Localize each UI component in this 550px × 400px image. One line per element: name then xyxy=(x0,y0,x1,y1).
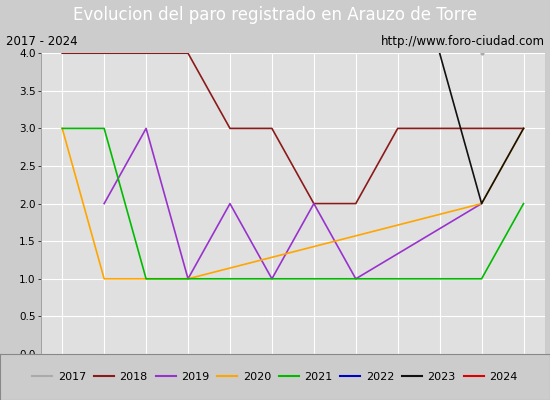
2021 xyxy=(520,201,527,206)
Text: http://www.foro-ciudad.com: http://www.foro-ciudad.com xyxy=(381,35,544,48)
2020 xyxy=(478,201,485,206)
2018 xyxy=(353,201,359,206)
2018 xyxy=(394,126,401,131)
Line: 2021: 2021 xyxy=(62,128,524,279)
2019 xyxy=(478,201,485,206)
2021 xyxy=(101,126,107,131)
2019 xyxy=(185,276,191,281)
2020 xyxy=(520,126,527,131)
2021 xyxy=(353,276,359,281)
2018 xyxy=(101,51,107,56)
2021 xyxy=(268,276,275,281)
2021 xyxy=(394,276,401,281)
2021 xyxy=(143,276,150,281)
2021 xyxy=(59,126,65,131)
2019 xyxy=(311,201,317,206)
Line: 2023: 2023 xyxy=(439,53,524,204)
2023 xyxy=(436,51,443,56)
2019 xyxy=(101,201,107,206)
2019 xyxy=(353,276,359,281)
2020 xyxy=(101,276,107,281)
2021 xyxy=(227,276,233,281)
2020 xyxy=(59,126,65,131)
2019 xyxy=(268,276,275,281)
Line: 2018: 2018 xyxy=(62,53,524,204)
2020 xyxy=(185,276,191,281)
2018 xyxy=(311,201,317,206)
2018 xyxy=(143,51,150,56)
2018 xyxy=(59,51,65,56)
Line: 2020: 2020 xyxy=(62,128,524,279)
2018 xyxy=(185,51,191,56)
2023 xyxy=(478,201,485,206)
2021 xyxy=(311,276,317,281)
2018 xyxy=(520,126,527,131)
2018 xyxy=(268,126,275,131)
2021 xyxy=(185,276,191,281)
2018 xyxy=(227,126,233,131)
2019 xyxy=(227,201,233,206)
2018 xyxy=(436,126,443,131)
2019 xyxy=(143,126,150,131)
2021 xyxy=(478,276,485,281)
Line: 2019: 2019 xyxy=(104,128,482,279)
Text: 2017 - 2024: 2017 - 2024 xyxy=(6,35,77,48)
Legend: 2017, 2018, 2019, 2020, 2021, 2022, 2023, 2024: 2017, 2018, 2019, 2020, 2021, 2022, 2023… xyxy=(32,372,518,382)
2018 xyxy=(478,126,485,131)
2021 xyxy=(436,276,443,281)
Text: Evolucion del paro registrado en Arauzo de Torre: Evolucion del paro registrado en Arauzo … xyxy=(73,6,477,24)
2020 xyxy=(143,276,150,281)
2023 xyxy=(520,126,527,131)
